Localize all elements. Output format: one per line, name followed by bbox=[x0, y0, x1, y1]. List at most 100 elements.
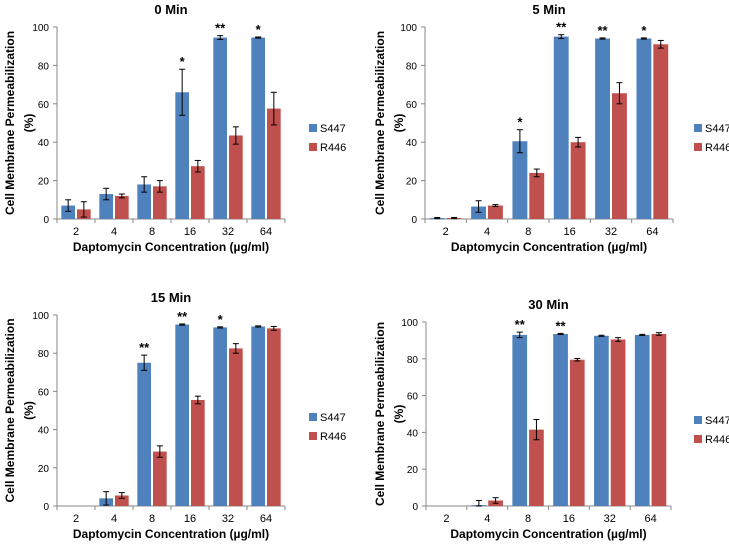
y-tick-label: 100 bbox=[32, 23, 49, 34]
x-tick-label: 2 bbox=[443, 226, 449, 238]
y-tick-label: 100 bbox=[32, 311, 49, 322]
y-tick-label: 0 bbox=[43, 215, 49, 226]
legend-swatch-r446 bbox=[309, 143, 317, 151]
y-axis-label-unit: (%) bbox=[392, 405, 406, 424]
y-tick-label: 40 bbox=[407, 428, 419, 439]
x-tick-label: 4 bbox=[111, 226, 117, 238]
x-tick-label: 2 bbox=[443, 513, 449, 525]
x-tick-label: 16 bbox=[184, 513, 196, 525]
x-tick-label: 64 bbox=[646, 226, 658, 238]
y-tick-label: 20 bbox=[38, 177, 50, 188]
y-axis-label-unit: (%) bbox=[392, 114, 406, 133]
legend-swatch-r446 bbox=[694, 435, 702, 443]
legend-label: R446 bbox=[320, 431, 346, 443]
legend-label: S447 bbox=[320, 123, 346, 135]
bar-s447 bbox=[595, 38, 610, 219]
bar-r446 bbox=[153, 451, 167, 506]
legend-swatch-r446 bbox=[694, 143, 702, 151]
legend-swatch-s447 bbox=[694, 416, 702, 424]
bar-s447 bbox=[175, 324, 189, 506]
bar-r446 bbox=[267, 108, 281, 219]
x-tick-label: 32 bbox=[605, 226, 617, 238]
x-tick-label: 8 bbox=[525, 513, 531, 525]
y-axis-label: Cell Membrane Permeabilization bbox=[3, 31, 17, 215]
y-tick-label: 0 bbox=[411, 215, 417, 226]
chart-title: 15 Min bbox=[151, 290, 192, 305]
legend-label: S447 bbox=[705, 123, 729, 135]
significance-marker: * bbox=[218, 312, 224, 327]
x-tick-label: 4 bbox=[484, 226, 490, 238]
x-axis-label: Daptomycin Concentration (µg/ml) bbox=[73, 240, 269, 254]
bar-s447 bbox=[137, 362, 151, 506]
x-tick-label: 8 bbox=[525, 226, 531, 238]
legend-swatch-s447 bbox=[694, 124, 702, 132]
bar-s447 bbox=[99, 194, 113, 219]
chart-panel-4: 30 Min 0 20 40 60 80 100 2 4 8 ** 16 ** 32 64 Daptomyci… bbox=[373, 297, 729, 541]
bar-s447 bbox=[512, 141, 528, 219]
y-tick-label: 60 bbox=[38, 387, 50, 398]
y-axis-label: Cell Membrane Permeabilization bbox=[373, 31, 387, 215]
chart-title: 30 Min bbox=[528, 297, 569, 312]
significance-marker: * bbox=[180, 54, 186, 69]
y-tick-label: 20 bbox=[38, 464, 50, 475]
y-tick-label: 0 bbox=[412, 502, 418, 513]
bar-r446 bbox=[529, 172, 545, 219]
bar-s447 bbox=[636, 38, 652, 219]
legend-label: S447 bbox=[320, 412, 346, 424]
legend-swatch-r446 bbox=[309, 432, 317, 440]
y-tick-label: 20 bbox=[407, 465, 419, 476]
chart-title: 0 Min bbox=[154, 2, 187, 17]
bar-r446 bbox=[115, 495, 129, 506]
x-tick-label: 32 bbox=[222, 513, 234, 525]
bar-r446 bbox=[115, 195, 129, 219]
x-tick-label: 16 bbox=[564, 226, 576, 238]
y-tick-label: 20 bbox=[406, 177, 418, 188]
x-tick-label: 32 bbox=[222, 226, 234, 238]
x-tick-label: 32 bbox=[604, 513, 616, 525]
bar-r446 bbox=[153, 186, 167, 219]
significance-marker: ** bbox=[515, 317, 526, 332]
legend: S447 R446 bbox=[309, 123, 346, 154]
chart-panel-1: 0 Min 0 20 40 60 80 100 2 4 8 16 * 32 ** 64 * Daptomycin… bbox=[3, 2, 346, 254]
bar-s447 bbox=[251, 326, 265, 506]
y-tick-label: 40 bbox=[38, 426, 50, 437]
chart-title: 5 Min bbox=[532, 2, 565, 17]
x-tick-label: 4 bbox=[484, 513, 490, 525]
y-tick-label: 100 bbox=[401, 318, 418, 329]
y-axis-label-unit: (%) bbox=[22, 114, 36, 133]
x-tick-label: 2 bbox=[73, 226, 79, 238]
x-axis-label: Daptomycin Concentration (µg/ml) bbox=[451, 240, 647, 254]
bar-r446 bbox=[229, 348, 243, 506]
bar-s447 bbox=[213, 327, 227, 506]
bar-s447 bbox=[594, 335, 609, 506]
bar-s447 bbox=[137, 184, 151, 219]
y-tick-label: 80 bbox=[38, 61, 50, 72]
x-tick-label: 8 bbox=[149, 226, 155, 238]
bar-r446 bbox=[569, 359, 585, 506]
significance-marker: ** bbox=[139, 340, 150, 355]
bar-r446 bbox=[651, 333, 667, 506]
x-tick-label: 64 bbox=[260, 513, 272, 525]
bar-r446 bbox=[267, 328, 281, 506]
legend: S447 R446 bbox=[309, 412, 346, 443]
significance-marker: * bbox=[256, 22, 262, 37]
significance-marker: ** bbox=[556, 318, 567, 333]
bar-s447 bbox=[61, 205, 75, 219]
legend-label: R446 bbox=[705, 142, 729, 154]
x-tick-label: 16 bbox=[563, 513, 575, 525]
x-tick-label: 4 bbox=[111, 513, 117, 525]
bar-r446 bbox=[488, 205, 503, 219]
bar-s447 bbox=[251, 37, 265, 220]
bar-r446 bbox=[229, 135, 243, 219]
x-tick-label: 64 bbox=[260, 226, 272, 238]
x-axis-label: Daptomycin Concentration (µg/ml) bbox=[450, 527, 646, 541]
bar-s447 bbox=[213, 37, 227, 220]
x-tick-label: 2 bbox=[73, 513, 79, 525]
legend-label: R446 bbox=[320, 142, 346, 154]
bar-r446 bbox=[191, 166, 205, 219]
bar-s447 bbox=[553, 36, 569, 219]
y-tick-label: 0 bbox=[43, 502, 49, 513]
legend: S447 R446 bbox=[694, 123, 729, 154]
y-tick-label: 80 bbox=[38, 349, 50, 360]
